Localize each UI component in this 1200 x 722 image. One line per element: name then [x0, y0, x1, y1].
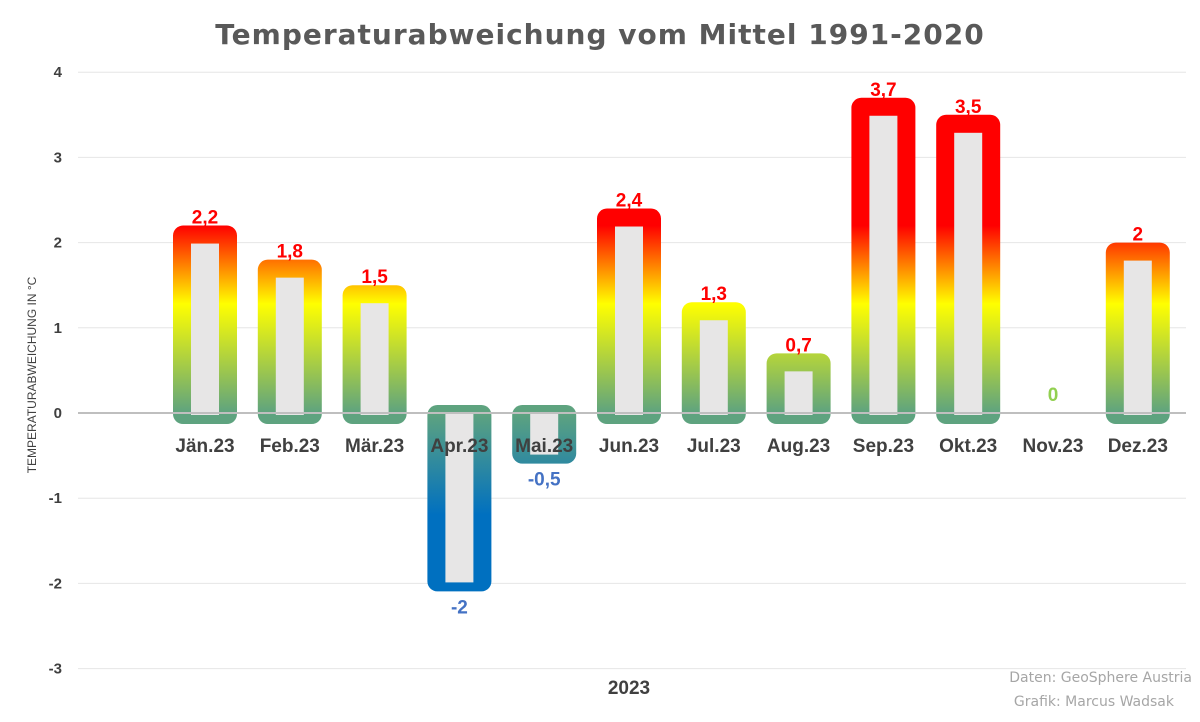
data-label: 1,3 — [701, 284, 727, 305]
x-axis-label: 2023 — [608, 678, 650, 699]
data-label: 2,4 — [616, 191, 643, 212]
bar-inner — [360, 303, 389, 415]
data-label: -2 — [451, 597, 468, 618]
bar-inner — [445, 414, 474, 583]
data-label: 3,5 — [955, 97, 982, 118]
data-label: -0,5 — [528, 470, 561, 491]
x-category-label: Dez.23 — [1108, 436, 1168, 457]
x-category-label: Jul.23 — [687, 436, 741, 457]
chart-title: Temperaturabweichung vom Mittel 1991-202… — [215, 18, 984, 51]
x-category-label: Feb.23 — [260, 436, 320, 457]
x-category-label: Okt.23 — [939, 436, 997, 457]
bar-inner — [869, 115, 898, 415]
bar-inner — [954, 132, 983, 416]
graphic-author-credit: Grafik: Marcus Wadsak — [1014, 694, 1175, 710]
x-category-label: Apr.23 — [430, 436, 488, 457]
x-category-label: Aug.23 — [767, 436, 830, 457]
data-label: 0,7 — [785, 335, 811, 356]
y-tick-label: 0 — [54, 405, 62, 422]
data-source-credit: Daten: GeoSphere Austria — [1009, 670, 1192, 686]
x-category-label: Mär.23 — [345, 436, 404, 457]
data-label: 1,8 — [277, 242, 303, 263]
bar-inner — [191, 243, 219, 415]
y-axis-label: TEMPERATURABWEICHUNG IN °C — [25, 276, 39, 473]
bar-inner — [275, 277, 304, 415]
data-label: 1,5 — [361, 267, 388, 288]
x-category-label: Jän.23 — [175, 436, 234, 457]
y-tick-label: 4 — [54, 64, 63, 81]
y-tick-label: -1 — [49, 490, 62, 507]
y-tick-label: 2 — [54, 235, 62, 252]
y-tick-label: -2 — [49, 575, 62, 592]
bar-inner — [1123, 260, 1152, 415]
y-tick-label: -3 — [49, 661, 62, 678]
y-axis-ticks: 4 3 2 1 0 -1 -2 -3 — [49, 64, 63, 677]
bar-inner — [699, 320, 728, 415]
y-tick-label: 1 — [54, 320, 62, 337]
bar-inner — [784, 371, 813, 415]
y-tick-label: 3 — [54, 149, 62, 166]
data-label: 2 — [1133, 225, 1144, 246]
data-label: 2,2 — [192, 208, 218, 229]
data-labels: 2,2 1,8 1,5 -2 -0,5 2,4 1,3 0,7 3,7 3,5 0 2 — [192, 80, 1143, 619]
bars — [173, 97, 1170, 592]
x-category-label: Jun.23 — [599, 436, 659, 457]
x-category-label: Nov.23 — [1023, 436, 1084, 457]
bar-inner — [615, 226, 643, 415]
x-category-label: Mai.23 — [515, 436, 573, 457]
x-axis-categories: Jän.23 Feb.23 Mär.23 Apr.23 Mai.23 Jun.23 Jul.… — [175, 436, 1167, 457]
data-label: 0 — [1048, 385, 1059, 406]
data-label: 3,7 — [870, 80, 896, 101]
x-category-label: Sep.23 — [853, 436, 914, 457]
bar-inner — [530, 414, 559, 455]
